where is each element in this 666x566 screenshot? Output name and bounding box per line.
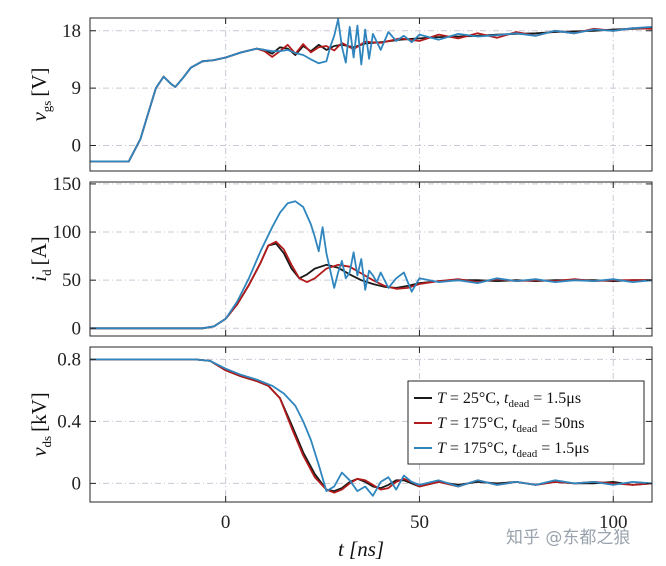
y-tick-label: 9: [72, 78, 82, 99]
traces: [90, 18, 652, 163]
legend-entry-label: T = 25°C, tdead = 1.5μs: [437, 390, 581, 410]
legend-entry-label: T = 175°C, tdead = 50ns: [437, 415, 584, 435]
y-axis-label: vds[kV]: [27, 392, 54, 457]
series-3-line: [90, 18, 652, 163]
traces: [90, 358, 652, 497]
x-tick-label: 0: [221, 512, 231, 533]
watermark-text: 知乎 @东都之狼: [506, 528, 630, 548]
y-tick-label: 0: [72, 318, 82, 339]
y-tick-label: 50: [62, 270, 81, 291]
traces: [90, 200, 652, 330]
panel-frame: [89, 181, 653, 337]
y-tick-label: 18: [62, 21, 81, 42]
y-tick-label: 0: [72, 473, 82, 494]
panel-3: 0 0.4 0.8 vds[kV] 0 50 100 t [ns]: [27, 346, 653, 561]
series-3-line: [90, 200, 652, 330]
series-1-line: [90, 242, 652, 330]
legend: T = 25°C, tdead = 1.5μs T = 175°C, tdead …: [407, 380, 645, 465]
x-axis-label: t [ns]: [338, 537, 384, 561]
panel-2: 0 50 100 150 id[A]: [27, 174, 653, 339]
y-axis-label: vgs[V]: [27, 67, 54, 121]
y-tick-label: 0: [72, 136, 82, 157]
series-3-line: [90, 358, 652, 497]
y-tick-label: 150: [53, 174, 82, 195]
panel-frame: [89, 17, 653, 172]
series-2-line: [90, 240, 652, 330]
y-tick-label: 0.4: [57, 411, 81, 432]
y-tick-label: 100: [53, 222, 82, 243]
panel-frame: [89, 346, 653, 503]
panels: 0 9 18 vgs[V] 0 50 100 150 id[A] 0 0.4 0.8 vds[kV] 0 5…: [27, 17, 653, 561]
legend-entry-label: T = 175°C, tdead = 1.5μs: [437, 440, 589, 460]
y-tick-label: 0.8: [57, 349, 81, 370]
legend-box: [407, 380, 645, 465]
panel-1: 0 9 18 vgs[V]: [27, 17, 653, 172]
x-tick-label: 50: [410, 512, 429, 533]
y-axis-label: id[A]: [27, 236, 54, 282]
x-tick-label: 100: [599, 512, 628, 533]
